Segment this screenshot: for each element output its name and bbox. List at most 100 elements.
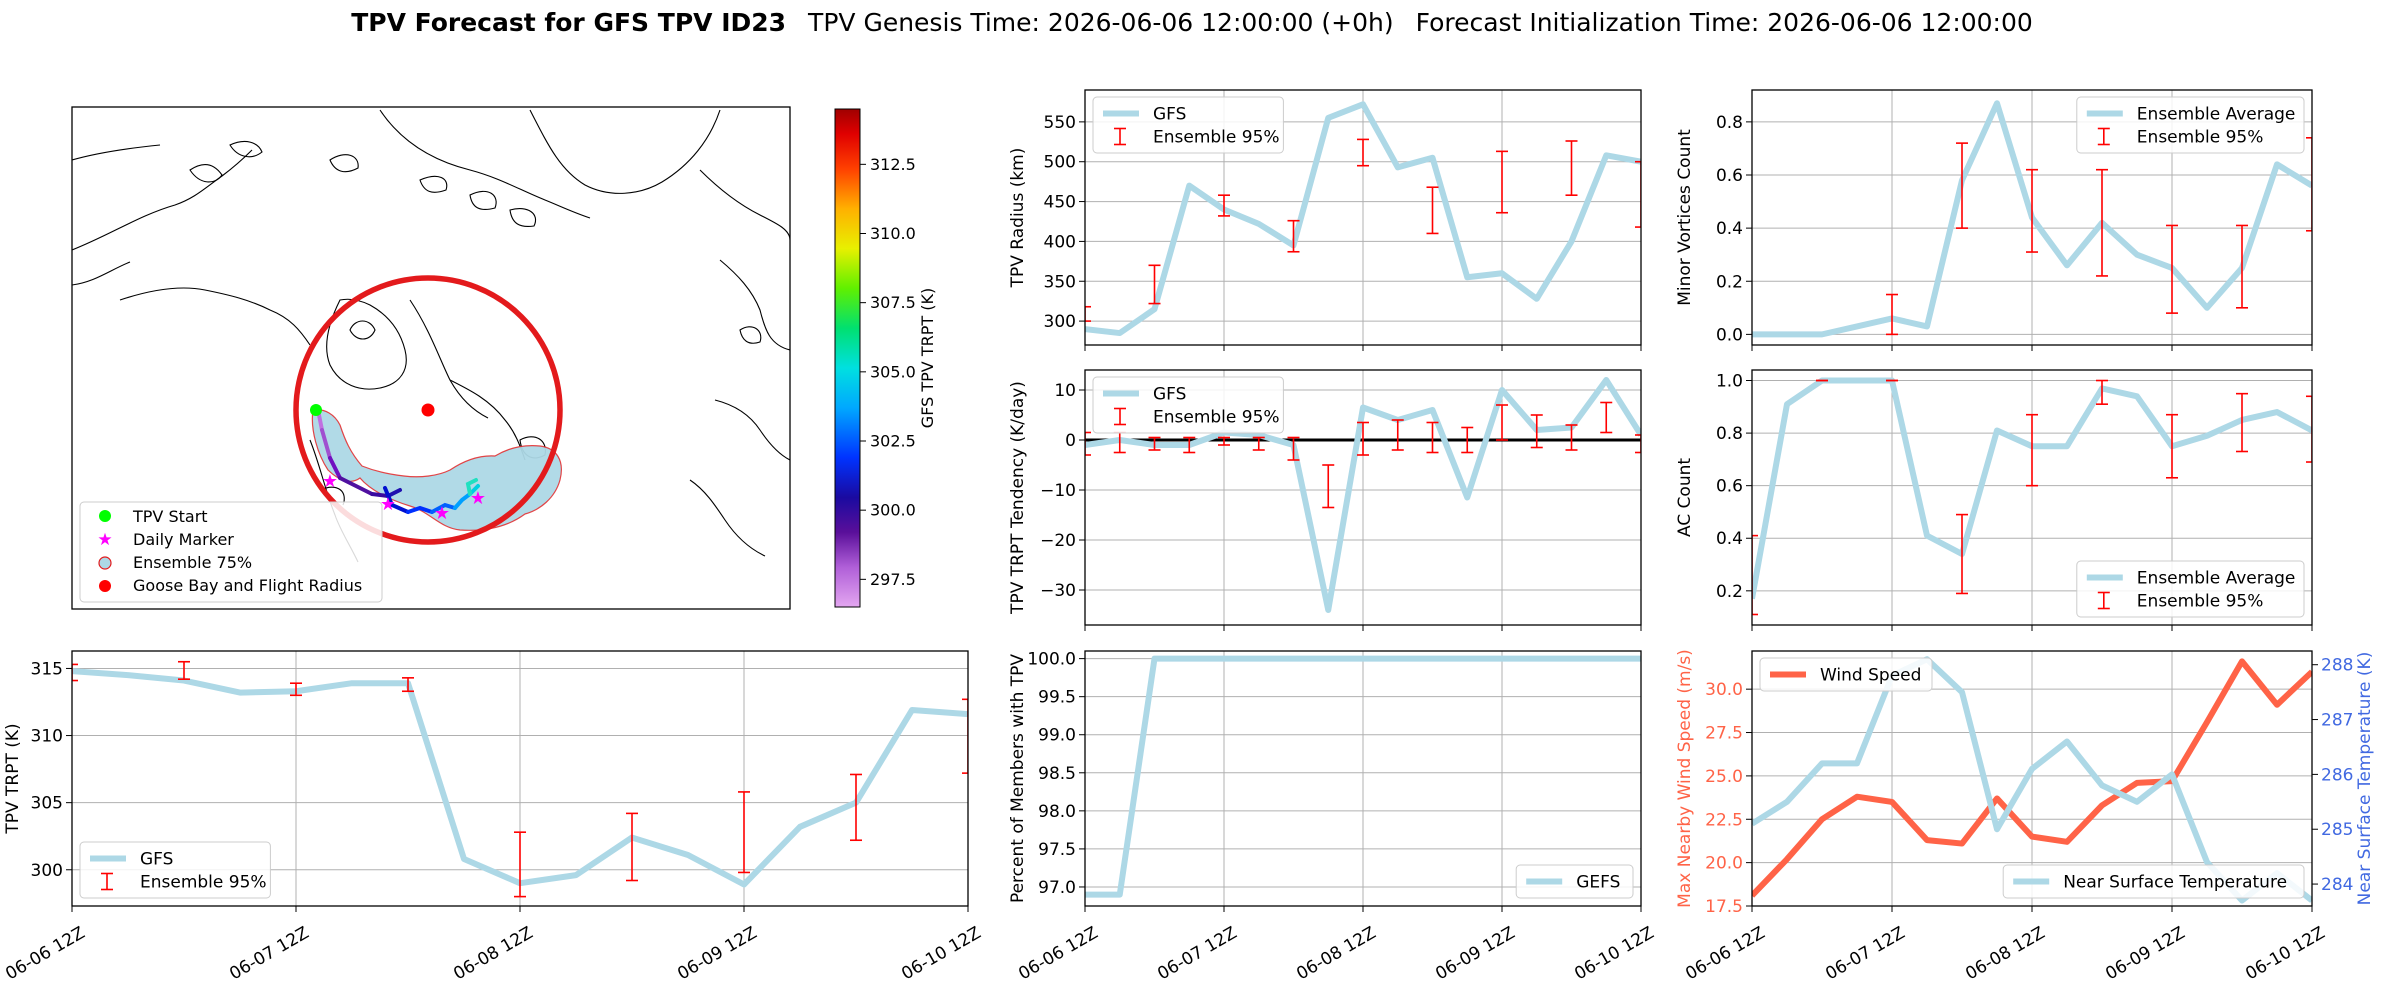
error-bar [850,773,862,842]
error-bar [1426,421,1439,454]
error-bar [514,831,526,898]
y-right-tick-label: 284 [2321,875,2353,895]
error-bar [2026,168,2038,253]
axes-frame [71,650,969,907]
y-tick-label: 0.8 [1716,113,1743,133]
x-tick-label: 06-10 12Z [1571,923,1657,982]
y-tick-label: 310 [31,727,63,747]
legend-label: Ensemble 95% [1153,408,1280,428]
y-tick-label: 22.5 [1705,810,1743,830]
error-bar [1530,414,1543,449]
legend: GFS Ensemble 95% [1092,96,1284,154]
error-bar [2096,168,2108,277]
legend: GFS Ensemble 95% [79,841,271,899]
y-tick-label: 98.5 [1038,764,1076,784]
daily-marker: ★ [470,488,486,509]
y-tick-label: 99.0 [1038,726,1076,746]
legend: Ensemble Average Ensemble 95% [2076,560,2305,618]
y-right-axis-label: Near Surface Temperature (K) [2355,652,2375,906]
legend-goose-bay-icon [99,580,111,592]
flight-radius-circle [293,275,563,545]
legend: GFS Ensemble 95% [1092,376,1284,434]
y-tick-label: 0.8 [1716,424,1743,444]
colorbar-tick-label: 312.5 [870,155,916,174]
y-tick-label: 98.0 [1038,802,1076,822]
x-tick-label: 06-08 12Z [450,923,536,982]
map-legend-box [79,501,383,603]
series-line [1085,377,1641,613]
legend-label: GFS [1153,385,1186,405]
error-bar [738,791,750,874]
y-tick-label: 450 [1044,193,1076,213]
error-bar [1565,424,1578,451]
legend-errorbar-icon [1114,127,1126,146]
legend-label: GFS [140,850,173,870]
y-tick-label: 0.2 [1716,272,1743,292]
x-tick-label: 06-09 12Z [1432,923,1518,982]
error-bar [2306,137,2312,232]
chart-radius: 550 500 450 400 350 300 TPV Radius (km) GFS Ense… [1008,89,1642,351]
error-bar [402,677,414,693]
legend-ensemble-label: Ensemble 75% [133,553,252,572]
y-tick-label: −30 [1040,581,1076,601]
y-tick-label: 99.5 [1038,688,1076,708]
colorbar-label: GFS TPV TRPT (K) [918,288,937,428]
y-tick-label: 20.0 [1705,854,1743,874]
title-bold: TPV Forecast for GFS TPV ID23 [351,8,786,37]
axes-frame [1751,89,2313,346]
x-tick-label: 06-10 12Z [898,923,984,982]
y-axis-label: AC Count [1675,458,1695,537]
y-tick-label: 27.5 [1705,724,1743,744]
tpv-track [316,408,480,514]
y-tick-label: −10 [1040,481,1076,501]
legend-errorbar-icon [2097,591,2110,610]
x-tick-label: 06-08 12Z [1293,923,1379,982]
legend: Wind Speed [1759,657,1933,692]
x-tick-label: 06-07 12Z [1154,923,1240,982]
y-right-tick-label: 287 [2321,711,2353,731]
y-right-tick-label: 285 [2321,820,2353,840]
legend-start-label: TPV Start [132,507,208,526]
error-bar [1600,401,1613,434]
y-tick-label: 0.2 [1716,582,1743,602]
error-bar [1357,138,1369,167]
y-right-tick-label: 288 [2321,656,2353,676]
error-bar [2236,392,2248,453]
y-axis-label: Percent of Members with TPV [1008,654,1028,903]
y-axis-label: TPV Radius (km) [1008,148,1028,289]
daily-marker: ★ [434,503,450,524]
y-tick-label: 305 [31,794,63,814]
goose-bay-marker [421,403,435,417]
error-bar [1461,426,1474,454]
error-bar [1287,219,1300,253]
y-tick-label: 400 [1044,232,1076,252]
title-genesis: TPV Genesis Time: 2026-06-06 12:00:00 (+… [807,8,1394,37]
error-bar [1496,150,1508,214]
legend-label: GFS [1153,105,1186,125]
error-bar [1752,534,1758,616]
error-bar [1565,140,1578,196]
axes-frame [1084,369,1642,626]
legend-label: Wind Speed [1820,666,1921,686]
y-tick-label: 1.0 [1716,372,1743,392]
error-bar [1148,264,1161,305]
error-bar [1357,421,1369,456]
y-tick-label: 550 [1044,113,1076,133]
error-bar [1148,436,1161,451]
error-bar [178,660,190,680]
legend-label: Near Surface Temperature [2063,873,2287,893]
y-tick-label: 0.4 [1716,219,1743,239]
error-bar [1496,404,1508,441]
axes-frame [1084,650,1642,907]
axes-frame [1084,89,1642,346]
error-bar [2236,224,2248,309]
x-tick-label: 06-09 12Z [674,923,760,982]
tpv-start-marker [310,404,322,416]
error-bar [2096,379,2108,405]
legend: GEFS [1515,864,1634,899]
y-tick-label: 30.0 [1705,680,1743,700]
x-tick-label: 06-10 12Z [2242,923,2328,982]
legend-daily-icon: ★ [97,530,112,550]
